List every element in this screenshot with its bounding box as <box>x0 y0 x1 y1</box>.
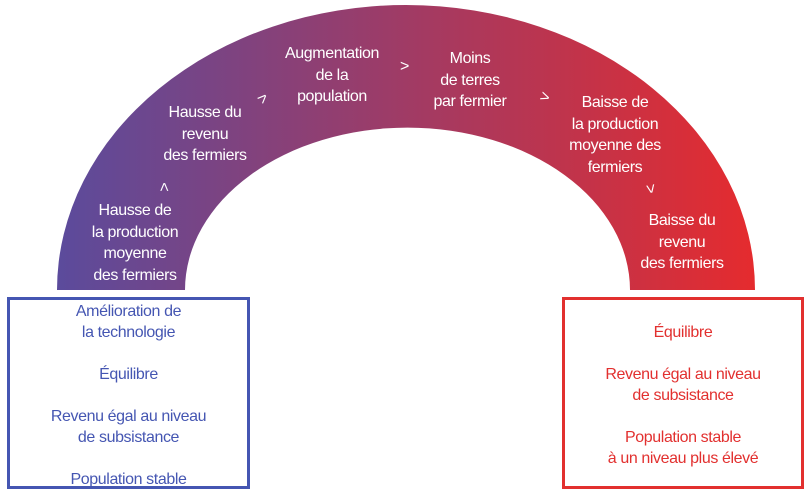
box-line: Équilibre <box>99 366 158 383</box>
box-line: Revenu égal au niveau <box>605 366 761 383</box>
label-line: Augmentation <box>285 45 379 62</box>
label-line: fermiers <box>587 158 643 176</box>
label-line: des fermiers <box>640 255 724 272</box>
arch-shape <box>57 5 755 290</box>
label-line: Hausse du <box>168 104 242 121</box>
box-line: à un niveau plus élevé <box>607 450 759 467</box>
label-line: revenu <box>181 125 229 143</box>
label-line: Baisse de <box>581 94 649 111</box>
label-line: la production <box>91 223 179 241</box>
box-line: de subsistance <box>632 387 734 404</box>
label-line: de terres <box>440 71 500 89</box>
step-less-land: Moins de terres par fermier <box>434 48 507 113</box>
box-line: Équilibre <box>653 324 713 341</box>
chevron-arrow-icon: > <box>400 58 410 75</box>
label-line: population <box>297 88 367 105</box>
box-line: de subsistance <box>77 429 180 446</box>
box-line: Population stable <box>625 429 741 446</box>
chevron-arrow-icon: > <box>156 182 174 192</box>
box-line: Revenu égal au niveau <box>50 408 207 425</box>
label-line: revenu <box>658 233 706 251</box>
step-income-fall: Baisse du revenu des fermiers <box>640 210 724 275</box>
step-income-rise: Hausse du revenu des fermiers <box>163 102 247 167</box>
step-production-rise: Hausse de la production moyenne des ferm… <box>91 200 179 286</box>
label-line: des fermiers <box>93 266 177 284</box>
label-line: la production <box>571 115 659 133</box>
new-equilibrium-box: Équilibre Revenu égal au niveau de subsi… <box>562 297 804 489</box>
label-line: Baisse du <box>648 212 716 229</box>
step-production-fall: Baisse de la production moyenne des ferm… <box>569 92 661 178</box>
box-line: Population stable <box>70 471 187 488</box>
label-line: moyenne <box>103 245 167 262</box>
step-population-increase: Augmentation de la population <box>285 43 379 108</box>
label-line: Moins <box>449 50 491 67</box>
initial-equilibrium-box: Amélioration de la technologie Équilibre… <box>7 297 250 489</box>
label-line: des fermiers <box>163 147 247 164</box>
label-line: Hausse de <box>98 202 172 219</box>
box-line: Amélioration de <box>75 303 182 320</box>
label-line: moyenne des <box>569 137 661 154</box>
box-line: la technologie <box>81 324 176 341</box>
label-line: par fermier <box>433 93 507 110</box>
label-line: de la <box>315 66 349 84</box>
